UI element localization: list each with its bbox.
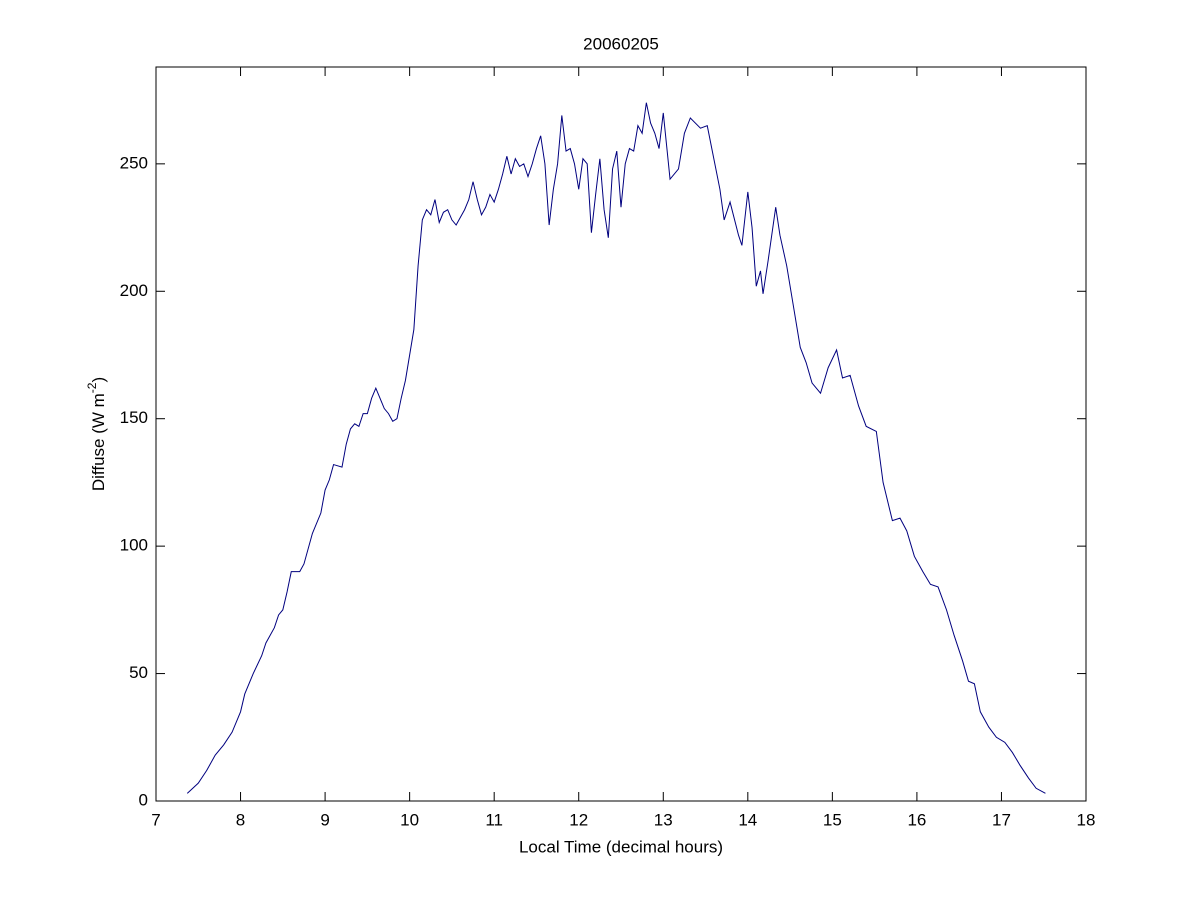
- y-axis-label-suffix: ): [89, 377, 108, 383]
- y-axis-label-text: Diffuse (W m: [89, 393, 108, 491]
- y-tick-label: 150: [120, 408, 148, 427]
- y-tick-label: 100: [120, 536, 148, 555]
- x-tick-label: 15: [823, 810, 842, 829]
- data-line: [186, 102, 1046, 794]
- y-axis-label-superscript: -2: [85, 382, 99, 393]
- y-tick-label: 0: [139, 790, 148, 809]
- x-tick-label: 12: [569, 810, 588, 829]
- x-tick-label: 16: [907, 810, 926, 829]
- x-tick-label: 17: [992, 810, 1011, 829]
- x-tick-label: 13: [654, 810, 673, 829]
- y-tick-label: 50: [129, 663, 148, 682]
- x-tick-label: 8: [236, 810, 245, 829]
- y-tick-label: 250: [120, 153, 148, 172]
- y-axis-label: Diffuse (W m-2): [85, 377, 108, 491]
- x-tick-label: 18: [1077, 810, 1096, 829]
- chart-title: 20060205: [583, 34, 659, 53]
- x-tick-label: 9: [320, 810, 329, 829]
- x-tick-label: 11: [485, 810, 503, 829]
- x-axis-label: Local Time (decimal hours): [519, 837, 723, 856]
- plot-frame: [155, 66, 1087, 802]
- x-tick-label: 7: [151, 810, 160, 829]
- x-tick-label: 14: [738, 810, 757, 829]
- y-tick-label: 200: [120, 281, 148, 300]
- x-tick-label: 10: [400, 810, 419, 829]
